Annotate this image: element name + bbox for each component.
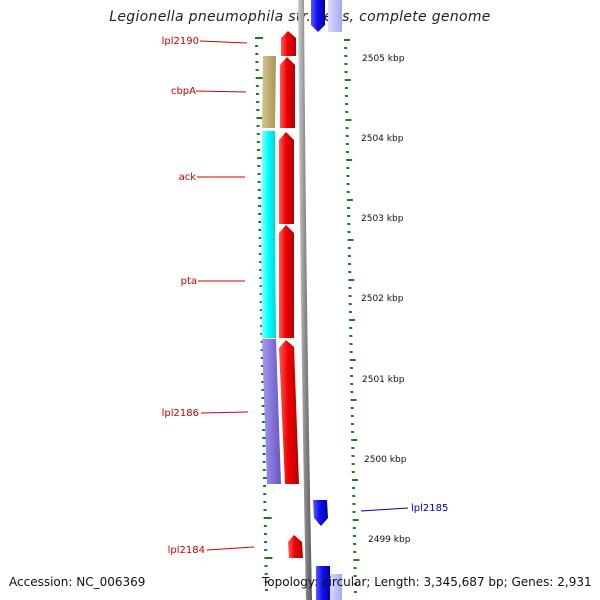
gene-label-ack: ack (179, 172, 197, 183)
genome-backbone (298, 0, 312, 600)
gene-arrow-pta (279, 225, 294, 338)
scale-label: 2499 kbp (368, 535, 411, 545)
gene-block-reverse-top-right (328, 0, 342, 32)
gene-block-reverse-bottom-right (330, 574, 342, 600)
scale-label: 2500 kbp (364, 455, 407, 465)
gene-label-lpl2184: lpl2184 (168, 545, 205, 556)
topology-text: Topology: circular; Length: 3,345,687 bp… (262, 575, 592, 589)
label-leader-line (199, 40, 248, 44)
gene-arrow-reverse-bottom (316, 566, 330, 600)
label-leader-line (200, 411, 249, 414)
gene-labels: lpl2190 cbpA ack pta lpl2186 lpl2185 lpl… (162, 36, 449, 556)
gene-arrow-lpl2184 (288, 535, 303, 558)
gene-arrow-cbpA (280, 57, 295, 128)
scale-label: 2503 kbp (361, 214, 404, 224)
accession-text: Accession: NC_006369 (9, 575, 146, 589)
cog-block-pta (261, 230, 276, 338)
gene-arrow-ack (279, 132, 294, 224)
gene-arrow-lpl2185 (313, 500, 328, 526)
cog-block-lpl2186 (262, 339, 281, 484)
cog-block-cbpA (262, 56, 276, 128)
gene-label-lpl2186: lpl2186 (162, 408, 199, 419)
gene-arrow-reverse-top-left (311, 0, 325, 32)
gene-label-lpl2185: lpl2185 (411, 503, 448, 514)
cog-block-ack (261, 131, 275, 230)
label-leader-line (206, 546, 255, 551)
gene-label-cbpA: cbpA (171, 86, 196, 97)
forward-genes (279, 31, 303, 558)
scale-label: 2501 kbp (362, 375, 405, 385)
gene-arrow-lpl2190 (281, 31, 296, 56)
scale-label: 2504 kbp (361, 134, 404, 144)
label-leader-line (360, 507, 409, 512)
label-leader-line (195, 90, 247, 93)
gene-label-pta: pta (181, 276, 197, 287)
cog-blocks (261, 56, 281, 484)
scale-label: 2502 kbp (361, 294, 404, 304)
gene-label-lpl2190: lpl2190 (162, 36, 199, 47)
scale-labels: 2505 kbp 2504 kbp 2503 kbp 2502 kbp 2501… (361, 54, 411, 545)
reverse-genes (311, 0, 342, 600)
scale-label: 2505 kbp (362, 54, 405, 64)
gene-arrow-lpl2186 (279, 340, 299, 484)
